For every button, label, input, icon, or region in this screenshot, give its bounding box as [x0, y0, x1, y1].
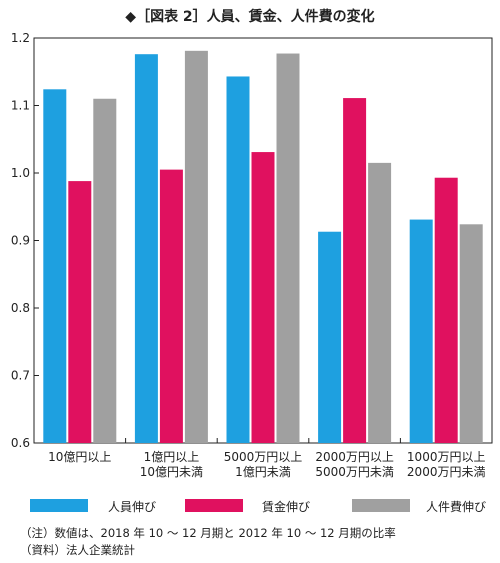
bar-3-4: [368, 162, 392, 443]
bar-1-2: [134, 54, 158, 443]
y-tick-label: 0.9: [11, 234, 30, 248]
x-tick-label: 10億円以上: [48, 450, 111, 464]
bar-1-5: [409, 219, 433, 443]
y-tick-label: 1.2: [11, 31, 30, 45]
x-tick-label: 1億円以上: [144, 450, 200, 464]
bar-3-1: [93, 98, 117, 443]
bar-2-2: [159, 169, 183, 443]
x-tick-label: 1000万円以上: [407, 450, 486, 464]
x-tick-label: 1億円未満: [235, 465, 291, 479]
bar-1-1: [43, 89, 67, 444]
bar-2-4: [343, 98, 367, 443]
bar-1-3: [226, 76, 250, 443]
legend-label-series-3: 人件費伸び: [426, 500, 487, 514]
chart-title: ◆［図表 2］人員、賃金、人件費の変化: [125, 9, 375, 25]
x-tick-label: 10億円未満: [140, 465, 203, 479]
legend-swatch-series-3: [352, 499, 410, 512]
footnote: （注）数値は、2018 年 10 ～ 12 月期と 2012 年 10 ～ 12…: [20, 526, 396, 540]
bar-1-4: [318, 231, 342, 443]
bar-2-1: [68, 181, 92, 443]
legend-label-series-2: 賃金伸び: [262, 500, 311, 514]
bar-2-5: [434, 177, 458, 443]
y-tick-label: 0.8: [11, 301, 30, 315]
x-tick-label: 2000万円以上: [315, 450, 394, 464]
y-tick-label: 0.7: [11, 369, 30, 383]
bar-3-2: [184, 50, 208, 443]
x-tick-label: 5000万円以上: [224, 450, 303, 464]
bar-3-5: [459, 224, 483, 443]
x-tick-label: 5000万円未満: [315, 465, 394, 479]
legend-label-series-1: 人員伸び: [108, 500, 157, 514]
bar-3-3: [276, 53, 300, 444]
legend-swatch-series-1: [30, 499, 88, 512]
y-tick-label: 0.6: [11, 436, 30, 450]
x-tick-label: 2000万円未満: [407, 465, 486, 479]
legend-swatch-series-2: [185, 499, 243, 512]
source-note: （資料）法人企業統計: [20, 543, 135, 557]
y-tick-label: 1.0: [11, 166, 30, 180]
bar-2-3: [251, 152, 275, 443]
y-tick-label: 1.1: [11, 99, 30, 113]
